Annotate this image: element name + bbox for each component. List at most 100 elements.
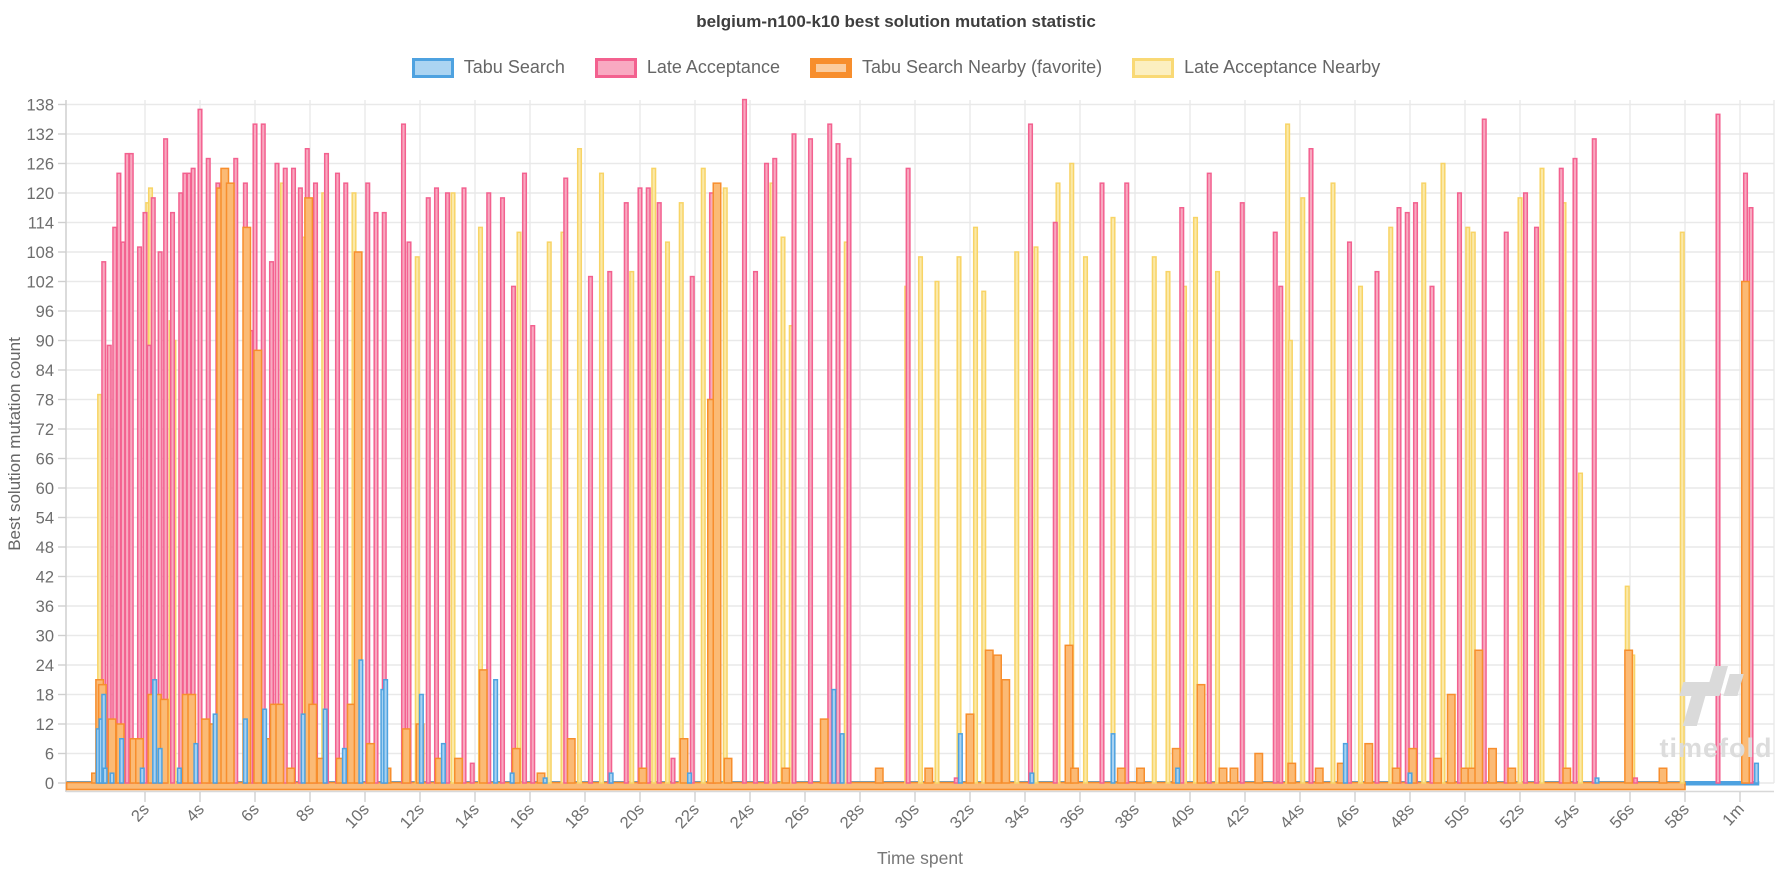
bar[interactable] bbox=[1408, 747, 1418, 784]
bar[interactable] bbox=[598, 172, 605, 784]
bar[interactable] bbox=[700, 167, 706, 784]
bar[interactable] bbox=[1314, 767, 1324, 784]
bar[interactable] bbox=[366, 742, 375, 784]
bar[interactable] bbox=[645, 187, 651, 784]
bar[interactable] bbox=[1407, 772, 1413, 784]
bar[interactable] bbox=[656, 202, 662, 784]
bar[interactable] bbox=[607, 270, 613, 784]
bar[interactable] bbox=[934, 280, 940, 784]
bar[interactable] bbox=[187, 693, 197, 784]
bar[interactable] bbox=[712, 182, 722, 784]
bar[interactable] bbox=[1374, 270, 1380, 784]
bar[interactable] bbox=[638, 767, 648, 784]
bar[interactable] bbox=[1218, 767, 1228, 784]
bar[interactable] bbox=[1196, 683, 1206, 784]
bar[interactable] bbox=[511, 747, 521, 784]
bar[interactable] bbox=[159, 698, 169, 784]
bar[interactable] bbox=[383, 678, 389, 784]
bar[interactable] bbox=[664, 241, 671, 784]
bar[interactable] bbox=[300, 713, 306, 784]
bar[interactable] bbox=[763, 162, 770, 784]
bar[interactable] bbox=[1412, 202, 1419, 784]
bar[interactable] bbox=[102, 767, 108, 784]
bar[interactable] bbox=[839, 733, 845, 784]
bar[interactable] bbox=[1391, 767, 1401, 784]
bar[interactable] bbox=[478, 669, 488, 784]
bar[interactable] bbox=[1300, 197, 1306, 784]
bar[interactable] bbox=[343, 182, 349, 784]
bar[interactable] bbox=[1572, 157, 1578, 784]
bar[interactable] bbox=[686, 772, 693, 784]
bar[interactable] bbox=[1440, 162, 1446, 784]
bar[interactable] bbox=[1522, 192, 1529, 784]
bar[interactable] bbox=[1099, 182, 1105, 784]
bar[interactable] bbox=[163, 138, 169, 784]
bar[interactable] bbox=[924, 767, 934, 784]
bar[interactable] bbox=[1110, 733, 1116, 784]
bar[interactable] bbox=[425, 197, 431, 784]
bar[interactable] bbox=[169, 211, 176, 784]
bar[interactable] bbox=[827, 123, 833, 784]
bar[interactable] bbox=[953, 777, 959, 784]
bar[interactable] bbox=[874, 767, 884, 784]
bar[interactable] bbox=[563, 177, 569, 784]
bar[interactable] bbox=[414, 256, 420, 784]
bar[interactable] bbox=[741, 98, 748, 784]
bar[interactable] bbox=[1679, 231, 1685, 784]
bar[interactable] bbox=[201, 718, 210, 784]
bar[interactable] bbox=[1388, 226, 1394, 784]
bar[interactable] bbox=[112, 226, 118, 784]
bar[interactable] bbox=[1136, 767, 1145, 784]
bar[interactable] bbox=[1396, 206, 1402, 784]
bar[interactable] bbox=[957, 733, 963, 784]
legend-item-0[interactable]: Tabu Search bbox=[411, 57, 565, 78]
bar[interactable] bbox=[358, 659, 364, 784]
bar[interactable] bbox=[444, 192, 451, 784]
bar[interactable] bbox=[136, 246, 143, 784]
bar[interactable] bbox=[637, 187, 643, 784]
bar[interactable] bbox=[752, 270, 759, 784]
bar[interactable] bbox=[135, 737, 144, 784]
bar[interactable] bbox=[1404, 211, 1410, 784]
bar[interactable] bbox=[308, 703, 318, 784]
bar[interactable] bbox=[629, 270, 635, 784]
bar[interactable] bbox=[212, 713, 218, 784]
bar[interactable] bbox=[461, 187, 467, 784]
bar[interactable] bbox=[972, 226, 979, 784]
bar[interactable] bbox=[275, 703, 285, 784]
bar[interactable] bbox=[1632, 777, 1639, 784]
bar[interactable] bbox=[608, 772, 614, 784]
bar[interactable] bbox=[182, 172, 188, 784]
bar[interactable] bbox=[1179, 206, 1185, 784]
bar[interactable] bbox=[486, 192, 492, 784]
bar[interactable] bbox=[157, 747, 163, 784]
bar[interactable] bbox=[493, 678, 499, 784]
bar[interactable] bbox=[297, 187, 303, 784]
bar[interactable] bbox=[1474, 649, 1484, 784]
bar[interactable] bbox=[1507, 767, 1517, 784]
bar[interactable] bbox=[286, 767, 296, 784]
bar[interactable] bbox=[1456, 192, 1463, 784]
bar[interactable] bbox=[401, 728, 411, 784]
bar[interactable] bbox=[1715, 113, 1721, 784]
bar[interactable] bbox=[623, 202, 629, 784]
bar[interactable] bbox=[1465, 226, 1471, 784]
bar[interactable] bbox=[124, 152, 130, 784]
bar[interactable] bbox=[142, 211, 148, 784]
bar[interactable] bbox=[965, 713, 975, 784]
bar[interactable] bbox=[119, 737, 125, 784]
legend-item-1[interactable]: Late Acceptance bbox=[594, 57, 780, 78]
bar[interactable] bbox=[193, 742, 199, 784]
bar[interactable] bbox=[139, 767, 145, 784]
bar[interactable] bbox=[546, 241, 552, 784]
bar[interactable] bbox=[304, 197, 314, 784]
bar[interactable] bbox=[1433, 757, 1442, 784]
bar[interactable] bbox=[406, 241, 412, 784]
bar[interactable] bbox=[1591, 138, 1597, 784]
bar[interactable] bbox=[433, 187, 440, 784]
bar[interactable] bbox=[1517, 197, 1523, 784]
legend-item-3[interactable]: Late Acceptance Nearby bbox=[1132, 57, 1380, 78]
bar[interactable] bbox=[1206, 172, 1212, 784]
bar[interactable] bbox=[772, 157, 778, 784]
bar[interactable] bbox=[1052, 221, 1058, 784]
